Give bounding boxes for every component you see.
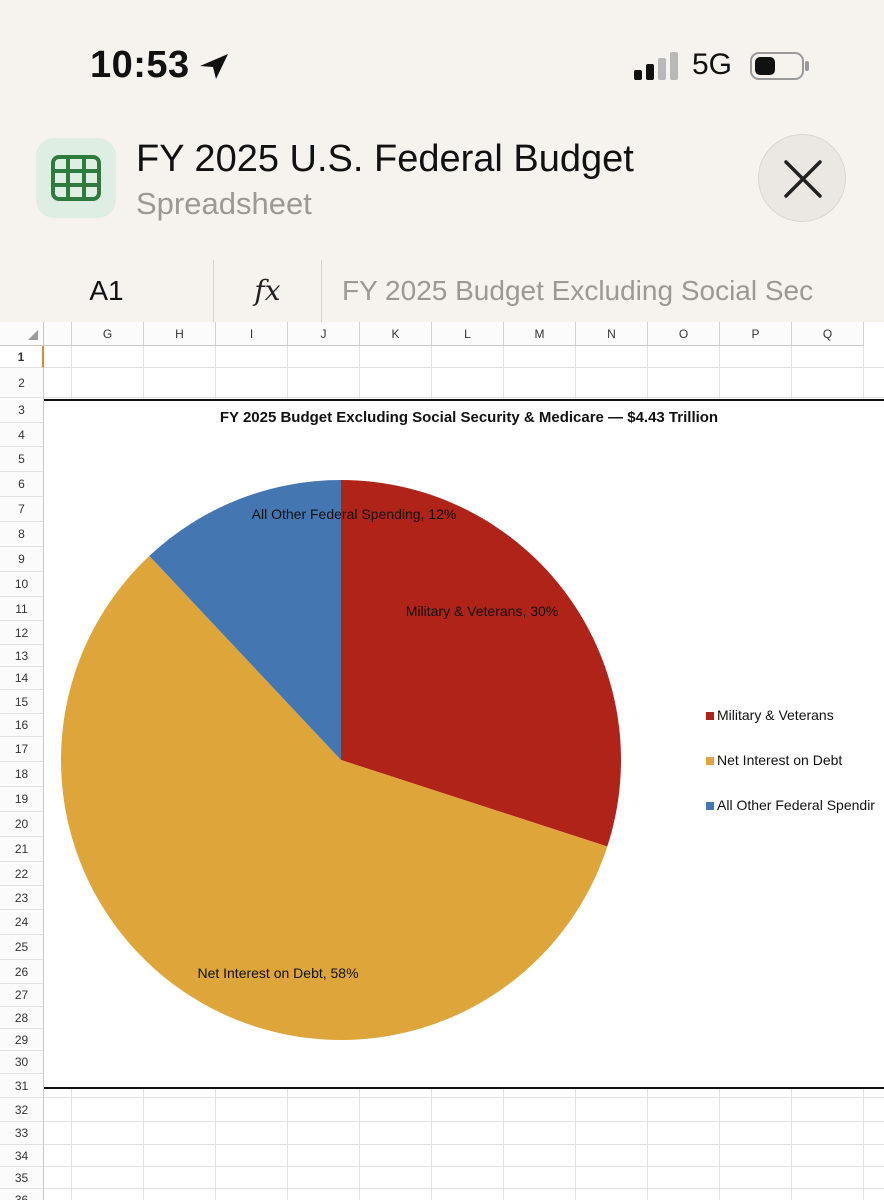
data-label: All Other Federal Spending, 12% [252, 506, 457, 522]
column-header-j[interactable]: J [288, 322, 360, 346]
row-header-24[interactable]: 24 [0, 910, 44, 935]
row-header-20[interactable]: 20 [0, 812, 44, 837]
status-bar: 10:53 5G [0, 0, 884, 130]
row-header-3[interactable]: 3 [0, 398, 44, 423]
column-header-m[interactable]: M [504, 322, 576, 346]
column-header-l[interactable]: L [432, 322, 504, 346]
row-header-7[interactable]: 7 [0, 497, 44, 522]
pie-slice-military-veterans[interactable] [341, 480, 621, 847]
column-header-i[interactable]: I [216, 322, 288, 346]
row-header-23[interactable]: 23 [0, 886, 44, 910]
cell-reference[interactable]: A1 [0, 260, 214, 322]
status-time: 10:53 [90, 44, 190, 86]
row-header-36[interactable]: 36 [0, 1189, 44, 1200]
row-header-31[interactable]: 31 [0, 1074, 44, 1098]
row-header-18[interactable]: 18 [0, 762, 44, 787]
document-title: FY 2025 U.S. Federal Budget [136, 138, 634, 180]
chart-title: FY 2025 Budget Excluding Social Security… [219, 409, 719, 426]
row-header-19[interactable]: 19 [0, 787, 44, 812]
formula-bar: A1 fx FY 2025 Budget Excluding Social Se… [0, 260, 884, 323]
network-type: 5G [692, 48, 733, 81]
row-header-30[interactable]: 30 [0, 1051, 44, 1074]
column-header-q[interactable]: Q [792, 322, 864, 346]
row-header-8[interactable]: 8 [0, 522, 44, 547]
row-header-34[interactable]: 34 [0, 1145, 44, 1167]
row-header-11[interactable]: 11 [0, 597, 44, 621]
row-header-15[interactable]: 15 [0, 690, 44, 714]
column-header-o[interactable]: O [648, 322, 720, 346]
legend-label: All Other Federal Spendir [717, 797, 875, 813]
close-button[interactable] [758, 134, 846, 222]
row-header-17[interactable]: 17 [0, 737, 44, 762]
row-header-4[interactable]: 4 [0, 423, 44, 447]
data-label: Net Interest on Debt, 58% [197, 965, 358, 981]
legend-label: Net Interest on Debt [717, 752, 843, 768]
legend-swatch [706, 802, 714, 810]
function-icon[interactable]: fx [214, 260, 322, 322]
close-icon [784, 160, 822, 198]
column-header-k[interactable]: K [360, 322, 432, 346]
row-header-12[interactable]: 12 [0, 621, 44, 645]
column-header[interactable] [44, 322, 72, 346]
data-label: Military & Veterans, 30% [406, 603, 559, 619]
select-all-corner[interactable] [0, 322, 44, 346]
column-header-n[interactable]: N [576, 322, 648, 346]
row-header-22[interactable]: 22 [0, 862, 44, 886]
row-header-27[interactable]: 27 [0, 984, 44, 1007]
formula-input[interactable]: FY 2025 Budget Excluding Social Sec [342, 275, 814, 306]
legend-label: Military & Veterans [717, 707, 834, 723]
pie-chart[interactable]: FY 2025 Budget Excluding Social Security… [44, 399, 884, 1089]
row-header-9[interactable]: 9 [0, 547, 44, 572]
row-header-26[interactable]: 26 [0, 960, 44, 984]
row-header-2[interactable]: 2 [0, 368, 44, 398]
location-arrow-icon [200, 54, 228, 79]
cellular-signal-icon [634, 52, 678, 80]
row-header-29[interactable]: 29 [0, 1029, 44, 1051]
pie-slice-all-other-federal-spending[interactable] [149, 480, 341, 760]
document-type: Spreadsheet [136, 186, 312, 221]
legend-swatch [706, 712, 714, 720]
row-header-35[interactable]: 35 [0, 1167, 44, 1189]
row-header-10[interactable]: 10 [0, 572, 44, 597]
battery-icon [750, 52, 809, 80]
row-header-13[interactable]: 13 [0, 645, 44, 667]
row-header-16[interactable]: 16 [0, 714, 44, 737]
row-header-6[interactable]: 6 [0, 472, 44, 497]
row-header-25[interactable]: 25 [0, 935, 44, 960]
column-header-g[interactable]: G [72, 322, 144, 346]
legend-swatch [706, 757, 714, 765]
pie-slice-net-interest-on-debt[interactable] [61, 555, 608, 1040]
row-header-14[interactable]: 14 [0, 667, 44, 690]
app-header: FY 2025 U.S. Federal Budget Spreadsheet [0, 130, 884, 260]
column-header-p[interactable]: P [720, 322, 792, 346]
row-header-33[interactable]: 33 [0, 1122, 44, 1145]
column-header-h[interactable]: H [144, 322, 216, 346]
row-header-32[interactable]: 32 [0, 1098, 44, 1122]
row-header-28[interactable]: 28 [0, 1007, 44, 1029]
row-header-1[interactable]: 1 [0, 346, 44, 368]
spreadsheet-grid-icon [36, 138, 116, 218]
pie-chart-canvas: Military & Veterans, 30% Net Interest on … [61, 480, 621, 1040]
row-header-21[interactable]: 21 [0, 837, 44, 862]
row-header-5[interactable]: 5 [0, 447, 44, 472]
